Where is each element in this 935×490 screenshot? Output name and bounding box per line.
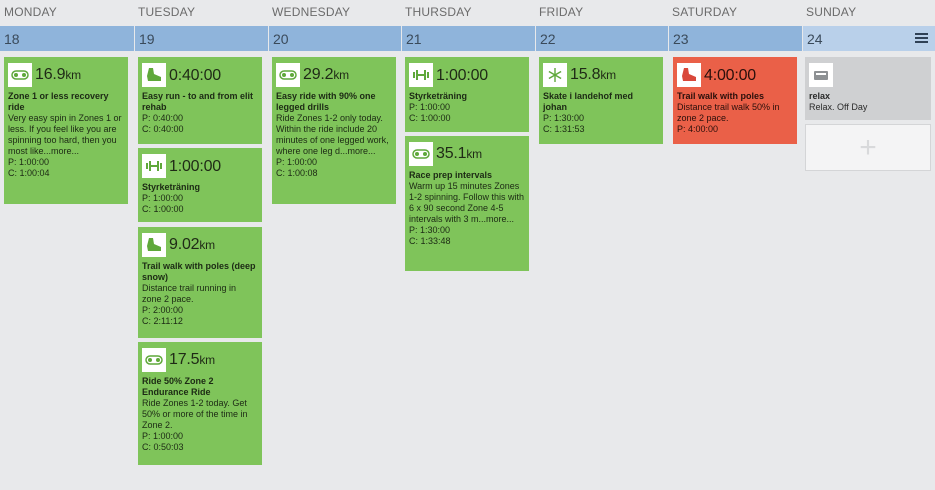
workout-unit: km	[199, 238, 215, 252]
workout-unit: km	[199, 353, 215, 367]
plus-icon: +	[859, 130, 877, 164]
day-name-friday: FRIDAY	[539, 5, 584, 19]
bike-icon	[142, 348, 166, 372]
workout-unit: km	[65, 68, 81, 82]
workout-card[interactable]: relax Relax. Off Day	[805, 57, 931, 120]
day-name-monday: MONDAY	[4, 5, 57, 19]
workout-description: Distance trail walk 50% in zone 2 pace.	[677, 102, 780, 123]
workout-completed: C: 1:00:08	[276, 168, 318, 178]
workout-completed: C: 1:00:00	[409, 113, 451, 123]
workout-card[interactable]: 9.02km Trail walk with poles (deep snow)…	[138, 227, 262, 338]
workout-completed: C: 1:33:48	[409, 236, 451, 246]
workout-planned: P: 1:00:00	[8, 157, 50, 167]
workout-completed: C: 2:11:12	[142, 316, 183, 326]
day-name-saturday: SATURDAY	[672, 5, 738, 19]
workout-planned: P: 0:40:00	[142, 113, 184, 123]
date-wednesday[interactable]: 20	[268, 26, 401, 51]
date-saturday[interactable]: 23	[668, 26, 802, 51]
workout-title: Trail walk with poles (deep snow)	[142, 261, 256, 282]
workout-metric: 9.02	[169, 236, 200, 253]
add-workout-button[interactable]: +	[805, 124, 931, 171]
workout-description: Warm up 15 minutes Zones 1-2 spinning. F…	[409, 181, 525, 224]
workout-card[interactable]: 15.8km Skate i landehof med johan P: 1:3…	[539, 57, 663, 144]
shoe-icon	[142, 233, 166, 257]
workout-completed: C: 0:40:00	[142, 124, 184, 134]
rest-icon	[809, 63, 833, 87]
workout-card[interactable]: 1:00:00 Styrketräning P: 1:00:00 C: 1:00…	[138, 148, 262, 222]
workout-planned: P: 1:00:00	[276, 157, 318, 167]
strength-icon	[409, 63, 433, 87]
shoe-icon	[142, 63, 166, 87]
workout-card[interactable]: 4:00:00 Trail walk with poles Distance t…	[673, 57, 797, 144]
workout-card[interactable]: 29.2km Easy ride with 90% one legged dri…	[272, 57, 396, 204]
workout-title: Skate i landehof med johan	[543, 91, 634, 112]
workout-metric: 4:00:00	[704, 66, 756, 84]
day-name-tuesday: TUESDAY	[138, 5, 196, 19]
bike-icon	[276, 63, 300, 87]
bike-icon	[8, 63, 32, 87]
bike-icon	[409, 142, 433, 166]
workout-metric: 16.9	[35, 66, 66, 83]
workout-title: Zone 1 or less recovery ride	[8, 91, 109, 112]
workout-card[interactable]: 35.1km Race prep intervals Warm up 15 mi…	[405, 136, 529, 271]
workout-planned: P: 4:00:00	[677, 124, 719, 134]
date-bar	[0, 26, 935, 51]
workout-unit: km	[333, 68, 349, 82]
workout-metric: 1:00:00	[169, 157, 221, 175]
workout-metric: 35.1	[436, 145, 467, 162]
workout-title: Styrketräning	[142, 182, 201, 192]
workout-planned: P: 1:00:00	[142, 431, 184, 441]
workout-completed: C: 1:31:53	[543, 124, 585, 134]
workout-completed: C: 1:00:00	[142, 204, 184, 214]
workout-description: Very easy spin in Zones 1 or less. If yo…	[8, 113, 122, 156]
hamburger-menu-icon[interactable]	[915, 33, 928, 43]
strength-icon	[142, 154, 166, 178]
workout-planned: P: 2:00:00	[142, 305, 184, 315]
day-name-wednesday: WEDNESDAY	[272, 5, 351, 19]
workout-metric: 1:00:00	[436, 66, 488, 84]
date-tuesday[interactable]: 19	[134, 26, 268, 51]
workout-description: Ride Zones 1-2 only today. Within the ri…	[276, 113, 389, 156]
workout-card[interactable]: 1:00:00 Styrketräning P: 1:00:00 C: 1:00…	[405, 57, 529, 132]
workout-description: Ride Zones 1-2 today. Get 50% or more of…	[142, 398, 248, 430]
workout-title: Race prep intervals	[409, 170, 493, 180]
workout-title: Trail walk with poles	[677, 91, 765, 101]
workout-title: Styrketräning	[409, 91, 468, 101]
workout-planned: P: 1:00:00	[409, 102, 451, 112]
workout-card[interactable]: 0:40:00 Easy run - to and from elit reha…	[138, 57, 262, 144]
date-thursday[interactable]: 21	[401, 26, 535, 51]
workout-metric: 0:40:00	[169, 66, 221, 84]
workout-title: Ride 50% Zone 2 Endurance Ride	[142, 376, 214, 397]
date-monday[interactable]: 18	[4, 31, 20, 47]
snowflake-icon	[543, 63, 567, 87]
workout-unit: km	[600, 68, 616, 82]
workout-metric: 15.8	[570, 66, 601, 83]
workout-completed: C: 1:00:04	[8, 168, 50, 178]
workout-completed: C: 0:50:03	[142, 442, 184, 452]
workout-card[interactable]: 16.9km Zone 1 or less recovery ride Very…	[4, 57, 128, 204]
date-friday[interactable]: 22	[535, 26, 668, 51]
workout-card[interactable]: 17.5km Ride 50% Zone 2 Endurance Ride Ri…	[138, 342, 262, 465]
date-sunday[interactable]: 24	[802, 26, 935, 51]
workout-title: Easy ride with 90% one legged drills	[276, 91, 376, 112]
workout-description: Relax. Off Day	[809, 102, 868, 112]
workout-title: Easy run - to and from elit rehab	[142, 91, 254, 112]
shoe-icon	[677, 63, 701, 87]
day-name-thursday: THURSDAY	[405, 5, 472, 19]
workout-planned: P: 1:00:00	[142, 193, 184, 203]
workout-description: Distance trail running in zone 2 pace.	[142, 283, 237, 304]
day-name-sunday: SUNDAY	[806, 5, 857, 19]
workout-metric: 29.2	[303, 66, 334, 83]
workout-unit: km	[466, 147, 482, 161]
workout-planned: P: 1:30:00	[543, 113, 585, 123]
workout-planned: P: 1:30:00	[409, 225, 451, 235]
workout-metric: 17.5	[169, 351, 200, 368]
date-sunday-label: 24	[807, 31, 823, 47]
workout-title: relax	[809, 91, 831, 101]
